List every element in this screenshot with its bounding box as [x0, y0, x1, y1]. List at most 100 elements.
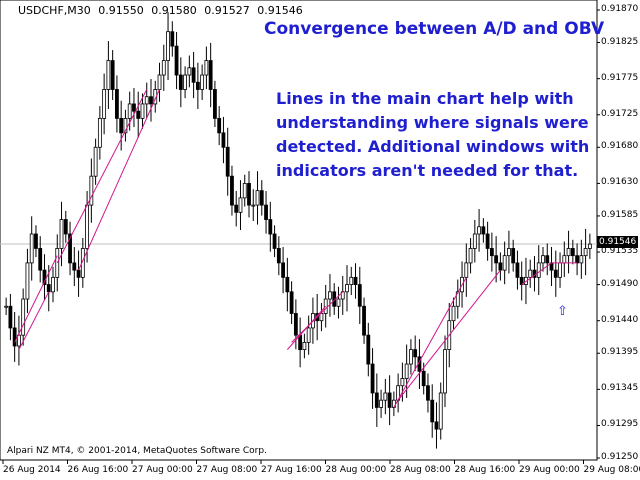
- chart-header: USDCHF,M30 0.91550 0.91580 0.91527 0.915…: [18, 4, 307, 17]
- candle: [251, 189, 256, 221]
- candle: [166, 12, 170, 81]
- candle-body: [366, 334, 371, 365]
- candle: [566, 230, 571, 274]
- candle-body: [213, 89, 217, 119]
- candle: [379, 389, 383, 418]
- note-line-4: indicators aren't needed for that.: [276, 161, 579, 180]
- candle: [247, 171, 251, 218]
- candle-body: [195, 81, 200, 90]
- candle-body: [507, 248, 511, 257]
- candle: [217, 106, 222, 146]
- candle-body: [464, 262, 469, 278]
- high-value: 0.91580: [151, 4, 197, 17]
- candle-body: [494, 255, 499, 264]
- candle: [306, 315, 311, 355]
- candle-body: [370, 363, 375, 394]
- candle: [213, 80, 217, 128]
- candle-body: [430, 399, 435, 423]
- x-tick-label: 27 Aug 08:00: [196, 465, 258, 475]
- candle: [191, 51, 196, 99]
- candle: [230, 165, 234, 216]
- candle-body: [183, 74, 187, 90]
- candle-body: [575, 255, 579, 264]
- candle: [34, 225, 38, 258]
- candle: [349, 266, 354, 296]
- candle: [281, 247, 285, 294]
- candle-body: [217, 117, 222, 134]
- candle: [110, 50, 115, 100]
- candle: [268, 201, 273, 252]
- candle: [528, 259, 533, 288]
- candle: [106, 41, 111, 109]
- candle-body: [426, 385, 430, 401]
- candle-body: [238, 197, 243, 213]
- x-axis-ticks: [2, 460, 584, 464]
- candle-body: [443, 349, 447, 394]
- candle-body: [357, 284, 362, 307]
- candle-body: [72, 262, 77, 271]
- candle-body: [579, 255, 584, 264]
- x-tick-label: 29 Aug 08:00: [583, 465, 640, 475]
- candle-body: [472, 233, 477, 249]
- candle-body: [174, 45, 179, 76]
- candle-body: [68, 233, 72, 264]
- candle: [238, 180, 243, 231]
- candle-body: [51, 276, 55, 293]
- x-tick-label: 26 Aug 2014: [3, 465, 61, 475]
- candle: [72, 247, 77, 287]
- candle: [259, 180, 264, 216]
- candle-body: [268, 219, 273, 235]
- candle-body: [434, 421, 439, 430]
- candle-body: [46, 284, 51, 293]
- candle-body: [272, 233, 277, 249]
- candle: [302, 333, 307, 359]
- note-line-2: understanding where signals were: [276, 113, 589, 132]
- candle-body: [528, 269, 533, 278]
- y-tick-label: 0.91825: [601, 36, 639, 47]
- candle-body: [59, 219, 64, 249]
- candle: [477, 209, 481, 252]
- candle: [161, 44, 166, 91]
- candle-body: [89, 175, 94, 206]
- candle: [489, 232, 494, 272]
- candle-body: [76, 269, 81, 278]
- candle: [289, 281, 294, 324]
- candle-body: [285, 276, 290, 293]
- candle-body: [349, 276, 354, 285]
- copyright-text: Alpari NZ MT4, © 2001-2014, MetaQuotes S…: [7, 446, 267, 456]
- candle-body: [251, 204, 256, 207]
- candle: [430, 384, 435, 438]
- x-tick-label: 27 Aug 16:00: [261, 465, 322, 475]
- y-tick-label: 0.91680: [601, 141, 639, 152]
- candle: [293, 299, 298, 350]
- candle-body: [234, 204, 239, 213]
- candle-body: [225, 146, 230, 177]
- candle: [357, 266, 362, 324]
- candle-body: [413, 349, 418, 358]
- y-tick-label: 0.91345: [601, 383, 639, 394]
- candle: [413, 335, 418, 371]
- note-line-1: Lines in the main chart help with: [276, 89, 574, 108]
- candle: [276, 236, 281, 276]
- candle: [4, 297, 9, 315]
- y-tick-label: 0.91870: [601, 4, 639, 14]
- candle: [434, 402, 439, 449]
- candle-body: [106, 60, 111, 90]
- note-line-3: detected. Additional windows with: [276, 137, 590, 156]
- candle-body: [264, 204, 268, 220]
- candle: [140, 93, 145, 129]
- y-tick-label: 0.91395: [601, 347, 639, 358]
- candle: [383, 378, 388, 415]
- y-axis-ticks: [597, 9, 600, 459]
- candle: [438, 382, 443, 440]
- candle-body: [29, 233, 34, 264]
- candle: [204, 46, 209, 90]
- candle-body: [541, 255, 545, 264]
- candle: [183, 66, 187, 99]
- low-value: 0.91527: [204, 4, 250, 17]
- candle-body: [485, 233, 490, 249]
- candle: [336, 286, 341, 319]
- y-tick-label: 0.91725: [601, 108, 639, 119]
- signal-line: [18, 291, 50, 350]
